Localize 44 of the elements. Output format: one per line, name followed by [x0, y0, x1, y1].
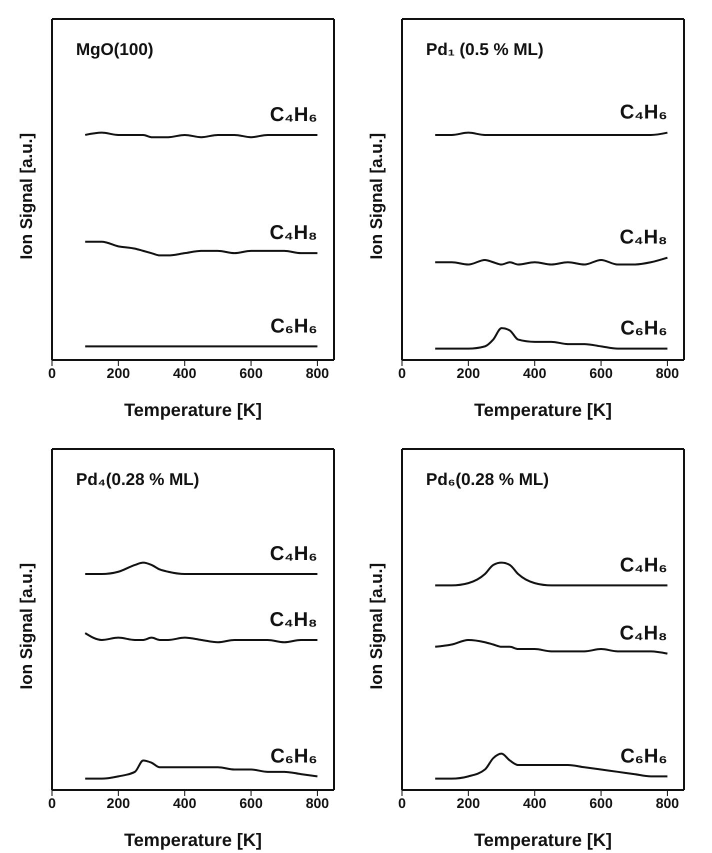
x-tick-label: 200: [106, 364, 130, 381]
x-tick-label: 0: [398, 364, 406, 381]
x-axis-title: Temperature [K]: [124, 400, 262, 420]
y-axis-title: Ion Signal [a.u.]: [17, 132, 36, 260]
series-label: C₄H₆: [270, 543, 318, 566]
x-tick-label: 800: [656, 794, 680, 811]
x-tick-label: 0: [48, 364, 56, 381]
x-tick-label: 400: [523, 364, 547, 381]
series-label: C₆H₆: [620, 318, 668, 340]
series-label: C₄H₆: [620, 554, 668, 576]
series-label: C₆H₆: [270, 315, 318, 338]
x-tick-label: 600: [239, 364, 263, 381]
series-label: C₄H₈: [270, 608, 318, 631]
series-label: C₆H₆: [270, 745, 318, 768]
series-label: C₄H₈: [620, 622, 668, 645]
y-axis-title: Ion Signal [a.u.]: [17, 562, 36, 690]
series-label: C₄H₈: [620, 226, 668, 249]
x-axis-title: Temperature [K]: [124, 830, 262, 850]
series-label: C₄H₆: [270, 104, 318, 126]
chart-title: Pd₄(0.28 % ML): [76, 470, 200, 490]
x-tick-label: 800: [306, 794, 330, 811]
chart-title: Pd₆(0.28 % ML): [426, 470, 549, 490]
x-tick-label: 200: [456, 364, 480, 381]
x-tick-label: 600: [589, 794, 613, 811]
x-tick-label: 400: [523, 794, 547, 811]
x-tick-label: 600: [589, 364, 613, 381]
series-label: C₆H₆: [620, 745, 668, 768]
y-axis-title: Ion Signal [a.u.]: [367, 132, 386, 260]
series-label: C₄H₆: [620, 102, 668, 124]
x-tick-label: 800: [306, 364, 330, 381]
x-tick-label: 200: [456, 794, 480, 811]
chart-title: MgO(100): [76, 40, 154, 60]
series-label: C₄H₈: [270, 222, 318, 244]
x-tick-label: 800: [656, 364, 680, 381]
x-tick-label: 600: [239, 794, 263, 811]
x-tick-label: 200: [106, 794, 130, 811]
chart-title: Pd₁ (0.5 % ML): [426, 40, 544, 60]
x-tick-label: 400: [173, 794, 197, 811]
x-axis-title: Temperature [K]: [474, 400, 612, 420]
y-axis-title: Ion Signal [a.u.]: [367, 562, 386, 690]
x-tick-label: 0: [398, 794, 406, 811]
x-tick-label: 0: [48, 794, 56, 811]
x-axis-title: Temperature [K]: [474, 830, 612, 850]
x-tick-label: 400: [173, 364, 197, 381]
